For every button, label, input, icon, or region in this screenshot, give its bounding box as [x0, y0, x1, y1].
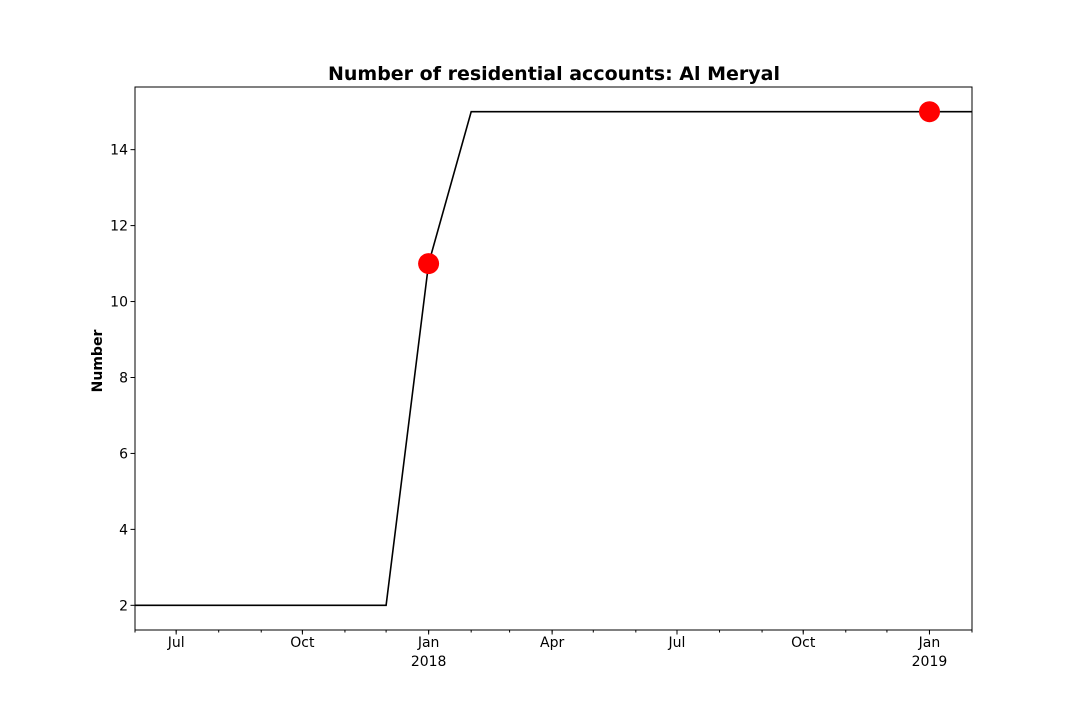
x-tick-year-label: 2019: [912, 654, 948, 670]
x-tick-label: Jan: [417, 635, 440, 651]
x-axis: Jul Oct Jan 2018 Apr Jul Oct Jan 2019: [134, 630, 973, 670]
x-tick-label: Jul: [167, 635, 185, 651]
x-tick-label: Oct: [791, 635, 816, 651]
series-line: [135, 110, 972, 607]
x-tick-year-label: 2018: [411, 654, 447, 670]
y-tick-label: 10: [110, 295, 128, 311]
x-tick-label: Jan: [918, 635, 941, 651]
chart-title: Number of residential accounts: Al Merya…: [328, 63, 780, 85]
y-axis: 2 4 6 8 10 12 14: [110, 143, 135, 614]
y-tick-label: 8: [119, 370, 128, 386]
plot-content: [135, 101, 972, 607]
data-point-marker: [418, 253, 440, 275]
data-point-marker: [919, 101, 940, 123]
plot-frame: [134, 86, 973, 631]
y-tick-label: 2: [119, 598, 128, 614]
x-tick-label: Oct: [290, 635, 315, 651]
x-tick-label: Jul: [668, 635, 686, 651]
y-tick-label: 6: [119, 446, 128, 462]
y-tick-label: 12: [110, 219, 128, 235]
y-tick-label: 14: [110, 143, 128, 159]
y-tick-label: 4: [119, 522, 128, 538]
y-axis-label: Number: [90, 330, 106, 393]
x-tick-label: Apr: [540, 635, 564, 651]
